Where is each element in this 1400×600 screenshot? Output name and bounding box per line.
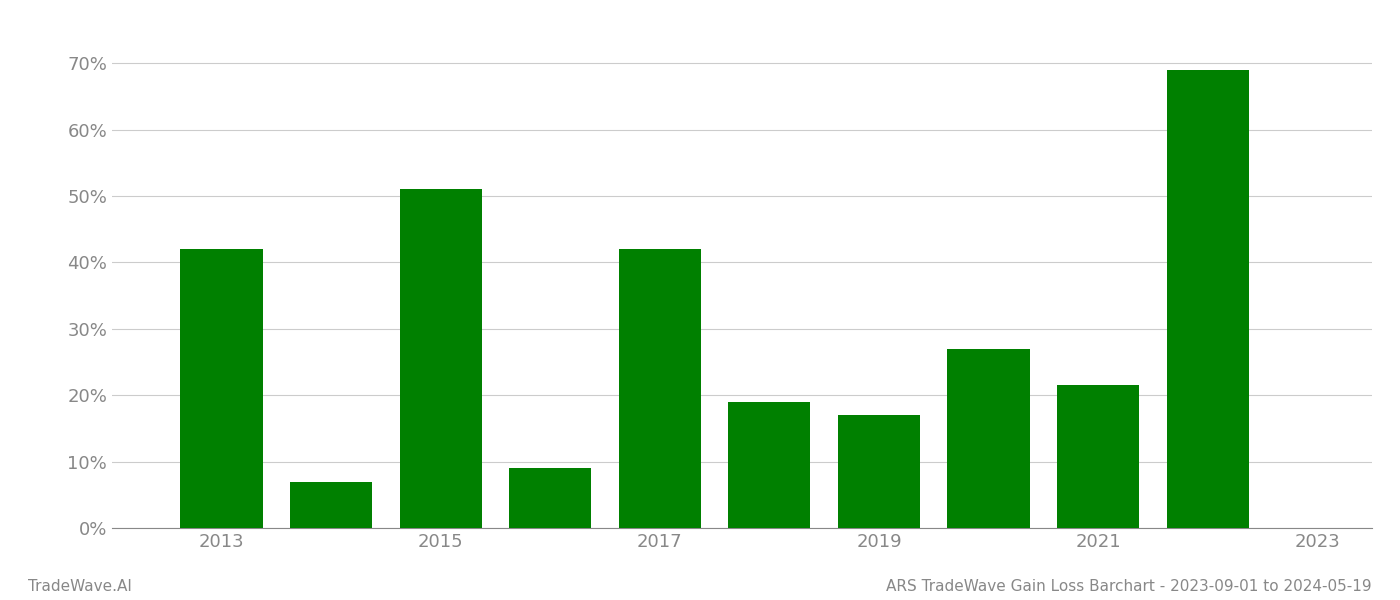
Bar — [948, 349, 1029, 528]
Bar — [619, 249, 701, 528]
Bar — [181, 249, 263, 528]
Bar — [290, 482, 372, 528]
Text: TradeWave.AI: TradeWave.AI — [28, 579, 132, 594]
Bar — [510, 468, 591, 528]
Text: ARS TradeWave Gain Loss Barchart - 2023-09-01 to 2024-05-19: ARS TradeWave Gain Loss Barchart - 2023-… — [886, 579, 1372, 594]
Bar — [837, 415, 920, 528]
Bar — [1057, 385, 1140, 528]
Bar — [1166, 70, 1249, 528]
Bar — [399, 190, 482, 528]
Bar — [728, 402, 811, 528]
